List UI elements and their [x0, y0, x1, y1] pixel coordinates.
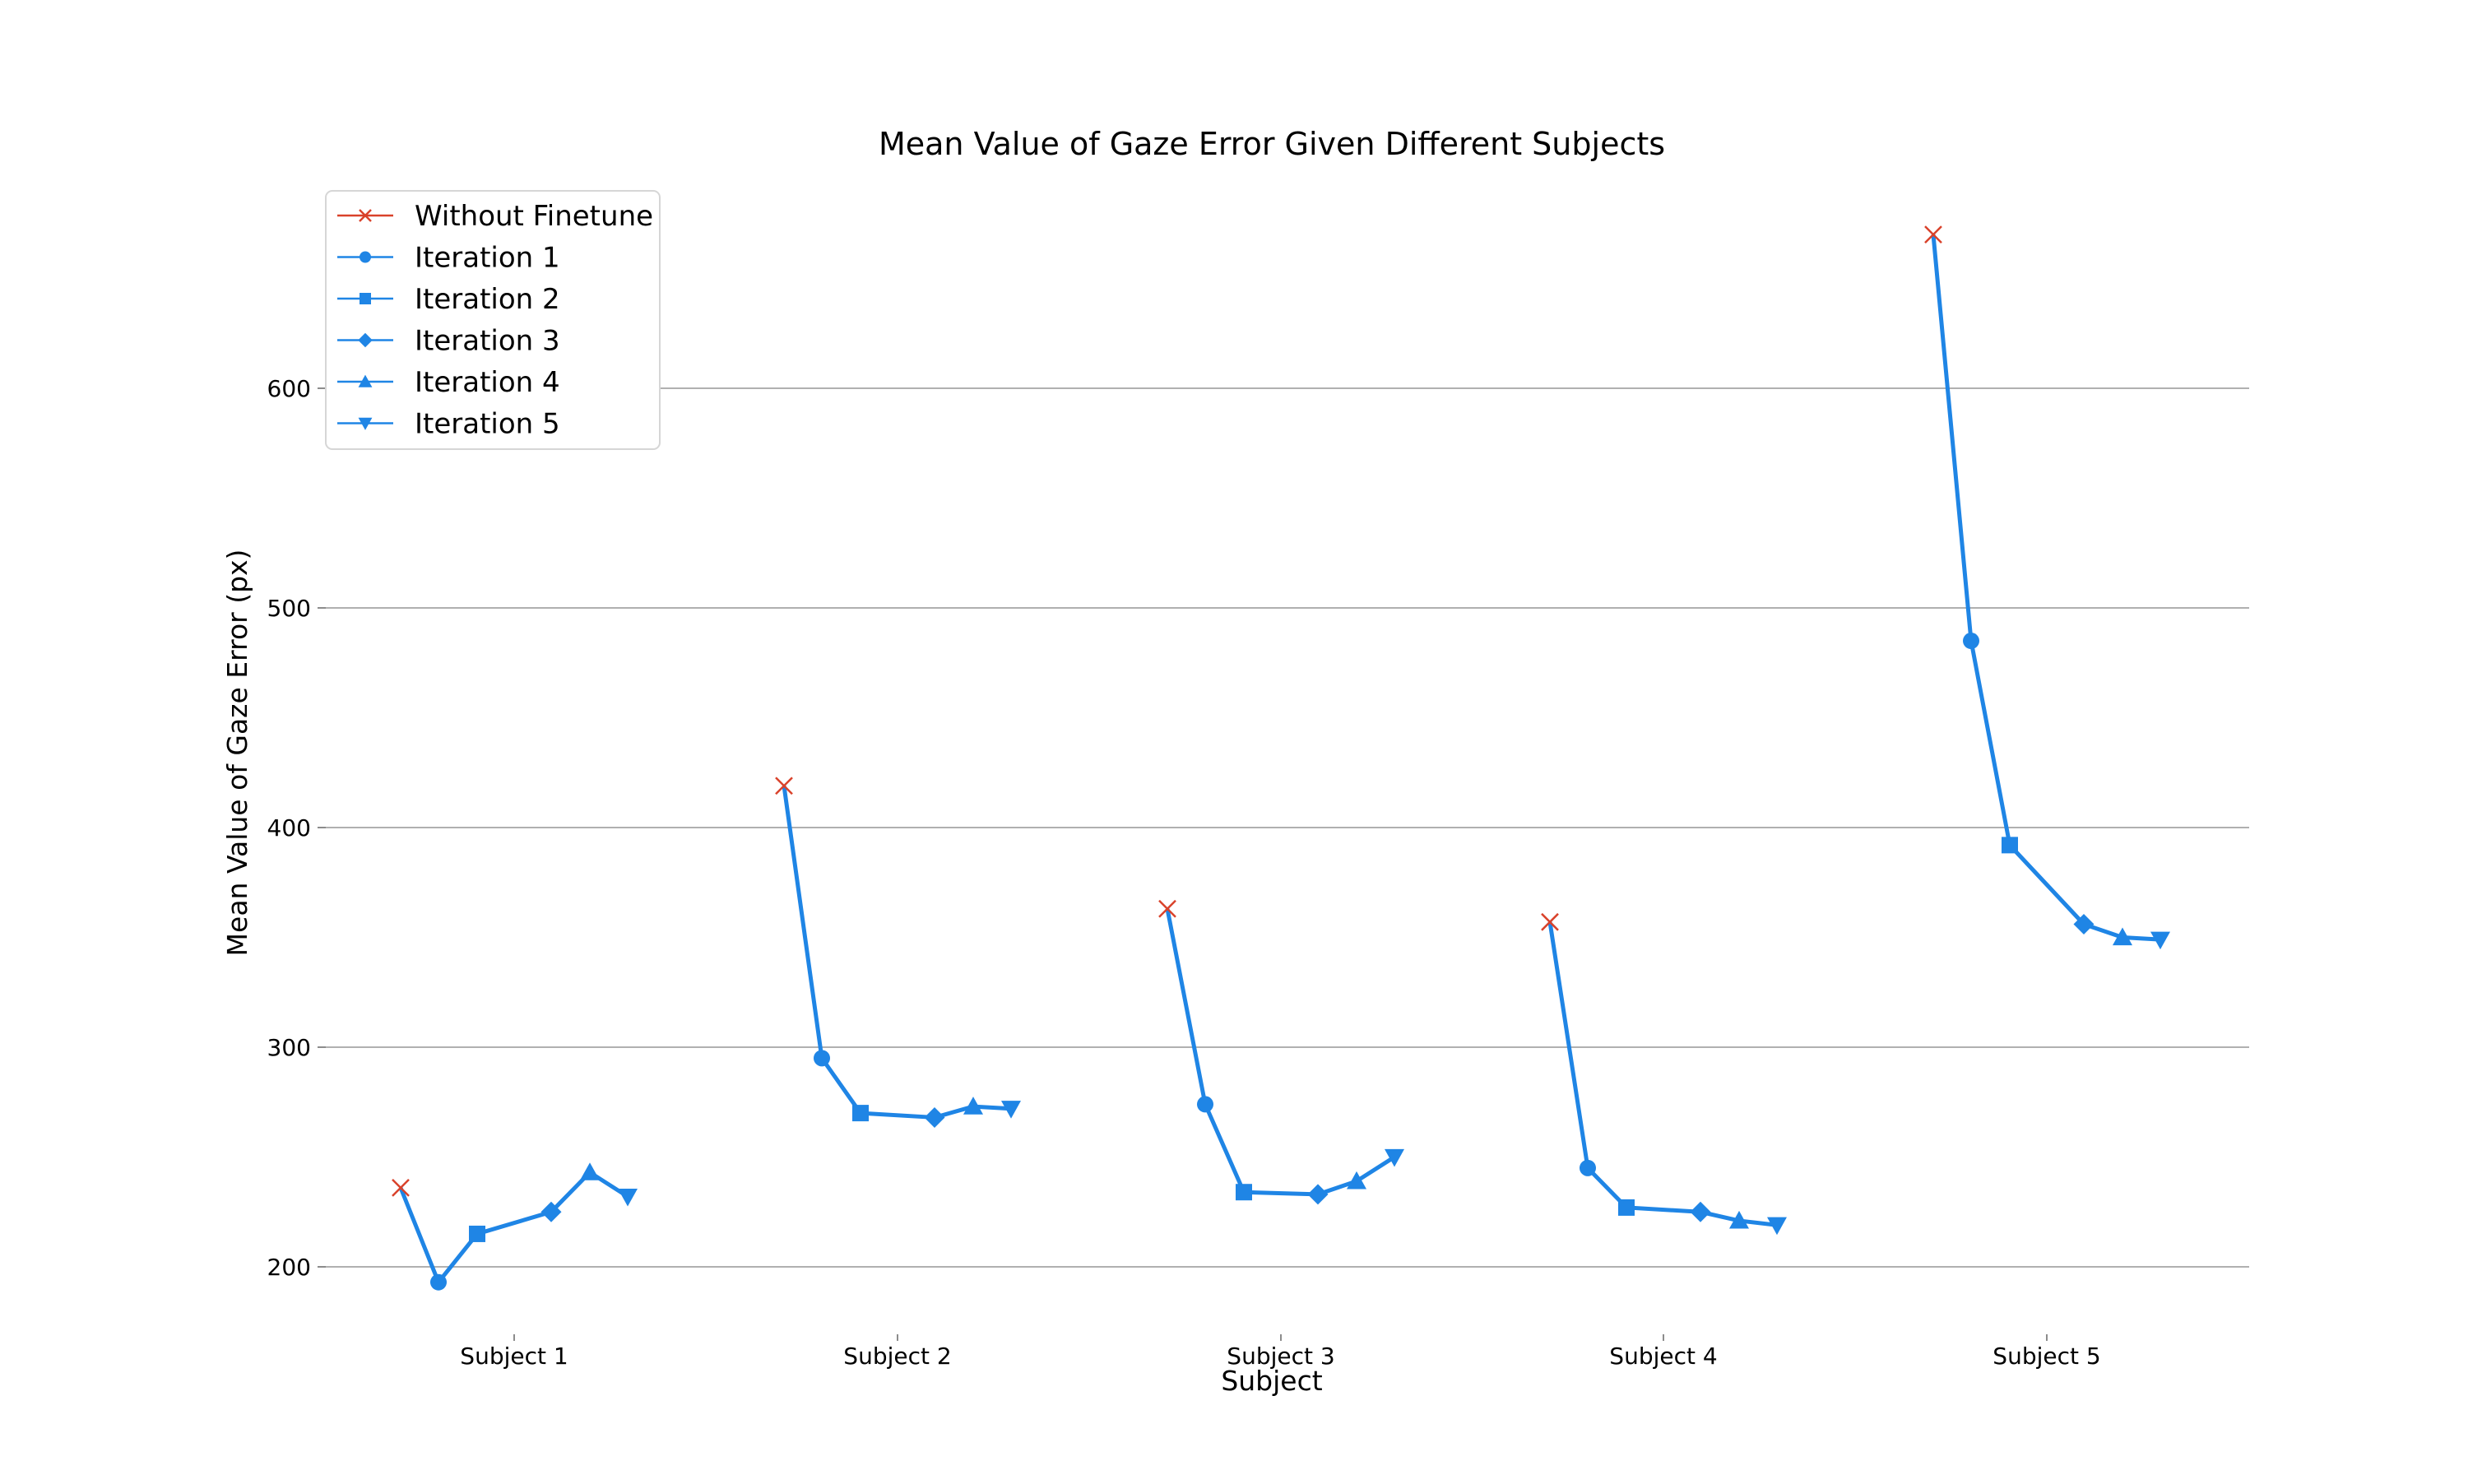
y-tick-label: 600: [267, 375, 311, 402]
marker-diamond: [540, 1201, 562, 1222]
legend-label: Iteration 3: [415, 325, 560, 358]
marker-triangle-up: [1347, 1171, 1366, 1190]
x-axis-label: Subject: [1221, 1365, 1322, 1397]
subject-line: [782, 785, 1012, 1120]
marker-triangle-down: [358, 417, 373, 430]
y-tick-label: 500: [267, 595, 311, 622]
legend-label: Iteration 5: [415, 408, 560, 441]
y-tick-labels: 200 300 400 500 600: [267, 375, 326, 1281]
marker-circle: [1197, 1096, 1213, 1113]
marker-square: [852, 1105, 869, 1122]
subject-line: [1931, 234, 2161, 942]
x-tick-label: Subject 5: [1992, 1343, 2100, 1370]
x-tick-label: Subject 2: [843, 1343, 951, 1370]
legend: Without Finetune Iteration 1 Iteration 2 It…: [325, 190, 661, 450]
marker-triangle-down: [618, 1188, 638, 1207]
series-iteration-1: [430, 633, 1979, 1291]
marker-square: [469, 1225, 485, 1242]
marker-square: [1236, 1184, 1252, 1201]
marker-square: [360, 293, 371, 304]
x-tick-label: Subject 3: [1227, 1343, 1334, 1370]
x-tick-label: Subject 4: [1609, 1343, 1717, 1370]
marker-x: [1541, 912, 1559, 931]
marker-diamond: [924, 1106, 945, 1128]
marker-triangle-up: [358, 374, 373, 387]
series-iteration-2: [469, 837, 2018, 1242]
marker-triangle-down: [1767, 1217, 1787, 1236]
x-tick-labels: Subject 1 Subject 2 Subject 3 Subject 4 Subj…: [460, 1334, 2101, 1370]
series-without-finetune: [392, 225, 1942, 1197]
legend-items: Without Finetune Iteration 1 Iteration 2 It…: [337, 200, 653, 441]
marker-diamond: [358, 332, 373, 348]
y-tick-label: 200: [267, 1254, 311, 1281]
marker-square: [1618, 1199, 1635, 1216]
y-tick-label: 400: [267, 814, 311, 842]
subject-line: [398, 1170, 629, 1285]
series-iteration-5: [618, 931, 2170, 1236]
y-axis-label: Mean Value of Gaze Error (px): [221, 550, 253, 957]
marker-circle: [1580, 1159, 1596, 1176]
series-iteration-4: [580, 927, 2132, 1229]
legend-item: Without Finetune: [337, 200, 653, 233]
marker-triangle-up: [2113, 927, 2132, 946]
marker-x: [392, 1178, 410, 1197]
marker-triangle-up: [1729, 1210, 1749, 1229]
marker-x: [359, 209, 372, 222]
marker-triangle-up: [580, 1162, 600, 1180]
marker-triangle-down: [2150, 931, 2170, 950]
legend-label: Iteration 2: [415, 283, 560, 316]
marker-diamond: [1307, 1184, 1329, 1205]
marker-x: [775, 777, 793, 795]
series-layer: [392, 225, 2170, 1291]
legend-label: Iteration 4: [415, 366, 560, 399]
marker-triangle-up: [963, 1097, 983, 1115]
legend-item: Iteration 1: [337, 242, 560, 275]
marker-triangle-down: [1385, 1148, 1404, 1167]
x-tick-label: Subject 1: [460, 1343, 568, 1370]
legend-item: Iteration 2: [337, 283, 560, 316]
subject-line: [1165, 908, 1396, 1197]
marker-circle: [814, 1050, 830, 1067]
marker-x: [1158, 899, 1176, 918]
marker-circle: [430, 1273, 447, 1291]
legend-item: Iteration 5: [337, 408, 560, 441]
marker-circle: [1963, 633, 1979, 650]
marker-diamond: [2073, 913, 2095, 934]
marker-triangle-down: [1001, 1101, 1021, 1119]
legend-item: Iteration 4: [337, 366, 560, 399]
marker-diamond: [1690, 1201, 1711, 1222]
legend-label: Iteration 1: [415, 242, 560, 275]
marker-square: [2002, 837, 2018, 854]
series-iteration-3: [540, 913, 2095, 1222]
chart-title: Mean Value of Gaze Error Given Different…: [879, 126, 1665, 162]
legend-item: Iteration 3: [337, 325, 560, 358]
marker-circle: [360, 251, 371, 263]
subject-line: [1547, 921, 1778, 1227]
y-tick-label: 300: [267, 1034, 311, 1061]
legend-label: Without Finetune: [415, 200, 653, 233]
legend-frame: [325, 190, 661, 450]
marker-x: [1924, 225, 1942, 243]
